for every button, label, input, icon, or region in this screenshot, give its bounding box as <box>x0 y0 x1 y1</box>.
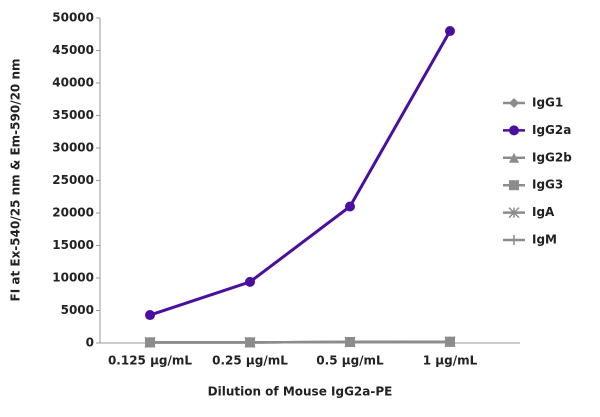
legend-label: IgG2a <box>532 123 571 137</box>
data-point <box>245 276 255 287</box>
x-tick-label: 1 µg/mL <box>423 354 478 368</box>
y-tick-label: 45000 <box>52 43 94 57</box>
data-point <box>445 336 455 347</box>
legend-label: IgM <box>532 233 557 247</box>
y-tick-label: 20000 <box>52 206 94 220</box>
data-point <box>145 310 155 321</box>
y-tick-label: 35000 <box>52 108 94 122</box>
x-axis-title: Dilution of Mouse IgG2a-PE <box>208 385 393 399</box>
y-tick-label: 25000 <box>52 173 94 187</box>
series-line <box>149 30 452 317</box>
data-point <box>245 337 255 348</box>
x-tick-label: 0.125 µg/mL <box>108 354 192 368</box>
legend-marker <box>509 152 519 163</box>
legend-label: IgA <box>532 205 555 219</box>
y-tick-label: 10000 <box>52 271 94 285</box>
series-line <box>150 340 451 344</box>
data-point <box>145 337 155 348</box>
y-tick-label: 50000 <box>52 11 94 25</box>
x-tick-label: 0.5 µg/mL <box>316 354 384 368</box>
y-tick-label: 15000 <box>52 238 94 252</box>
legend-label: IgG1 <box>532 96 563 110</box>
y-axis-title: FI at Ex-540/25 nm & Em-590/20 nm <box>9 59 23 302</box>
data-point <box>345 201 355 212</box>
legend-label: IgG2b <box>532 150 572 164</box>
legend-marker <box>509 235 519 245</box>
legend-marker <box>509 180 519 191</box>
legend-marker <box>509 125 519 136</box>
x-tick-label: 0.25 µg/mL <box>212 354 288 368</box>
legend-marker <box>508 207 520 219</box>
data-point <box>345 337 355 348</box>
legend-marker <box>509 98 519 108</box>
legend-label: IgG3 <box>532 178 563 192</box>
data-point <box>445 26 455 36</box>
y-tick-label: 40000 <box>52 76 94 90</box>
y-tick-label: 5000 <box>61 303 94 317</box>
y-tick-label: 0 <box>86 336 94 350</box>
y-tick-label: 30000 <box>52 141 94 155</box>
